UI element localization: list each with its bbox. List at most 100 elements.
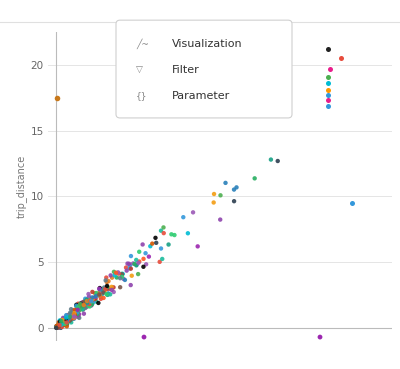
Point xyxy=(57,322,64,328)
Point xyxy=(120,276,127,282)
Point xyxy=(136,249,142,255)
Text: Scatter 1: Scatter 1 xyxy=(122,6,170,16)
Point xyxy=(67,318,73,324)
Point xyxy=(231,187,237,193)
Point xyxy=(84,299,90,305)
Point xyxy=(74,308,81,314)
Point xyxy=(62,318,68,324)
Point xyxy=(76,307,83,313)
Point xyxy=(159,256,166,262)
Point xyxy=(85,296,91,302)
Point xyxy=(97,287,103,293)
Point xyxy=(90,297,97,303)
Point xyxy=(76,315,82,321)
Point xyxy=(72,314,78,320)
Point xyxy=(211,191,217,197)
Point xyxy=(102,288,108,294)
Point xyxy=(325,87,331,93)
Point xyxy=(67,310,73,315)
Point xyxy=(126,266,133,272)
Point xyxy=(153,240,160,246)
Point xyxy=(54,325,60,331)
Point xyxy=(54,325,60,331)
Point xyxy=(325,46,331,52)
Point xyxy=(85,302,91,308)
Point xyxy=(72,310,79,316)
Point xyxy=(81,299,87,305)
Point xyxy=(326,66,333,72)
Point xyxy=(54,325,60,331)
Point xyxy=(71,315,77,321)
Point xyxy=(83,303,90,309)
Point xyxy=(62,316,69,322)
Point xyxy=(56,323,63,329)
Point xyxy=(75,308,81,314)
Point xyxy=(55,325,61,331)
Point xyxy=(88,303,94,308)
Point xyxy=(76,311,82,317)
Point xyxy=(67,312,74,318)
Point xyxy=(54,323,60,329)
Point xyxy=(104,279,110,285)
Point xyxy=(325,103,331,108)
Point xyxy=(67,311,74,317)
Point xyxy=(63,312,70,318)
Point xyxy=(85,295,92,301)
Point xyxy=(67,314,74,320)
Point xyxy=(105,290,112,296)
Point xyxy=(60,322,67,328)
Point xyxy=(70,314,77,320)
Point xyxy=(130,261,136,266)
Point xyxy=(58,325,64,331)
Point xyxy=(92,294,98,300)
Point xyxy=(128,282,134,288)
Point xyxy=(68,315,74,321)
Point xyxy=(180,214,186,220)
Point xyxy=(96,285,103,291)
Point xyxy=(80,302,87,308)
Point xyxy=(57,322,63,328)
Point xyxy=(63,313,70,319)
Point xyxy=(210,200,217,206)
Point xyxy=(108,287,115,293)
Point xyxy=(185,230,191,236)
Point xyxy=(116,271,122,277)
Point xyxy=(124,268,130,273)
Point xyxy=(71,316,77,322)
Point xyxy=(122,277,128,283)
Point xyxy=(70,311,77,317)
Point xyxy=(53,324,60,330)
Point xyxy=(57,319,63,325)
Point xyxy=(59,317,66,323)
Point xyxy=(72,309,79,315)
Point xyxy=(78,301,84,307)
Point xyxy=(78,304,85,310)
Point xyxy=(95,300,102,306)
Point xyxy=(133,257,140,263)
Point xyxy=(60,318,66,324)
Text: +: + xyxy=(202,4,213,17)
Point xyxy=(168,231,175,237)
Point xyxy=(53,324,59,330)
Point xyxy=(194,244,201,249)
Point xyxy=(55,322,61,328)
Point xyxy=(56,320,62,325)
Point xyxy=(117,275,123,281)
Point xyxy=(104,284,111,290)
Point xyxy=(58,322,65,328)
Point xyxy=(217,192,224,198)
Point xyxy=(54,323,61,329)
Point xyxy=(68,306,74,312)
Point xyxy=(55,324,62,330)
Point xyxy=(70,311,77,317)
Point xyxy=(64,317,70,323)
Point xyxy=(58,319,65,325)
Point xyxy=(113,270,119,276)
Point xyxy=(63,317,70,323)
Point xyxy=(62,316,68,322)
Point xyxy=(79,306,86,312)
Point xyxy=(140,264,147,270)
Text: v: v xyxy=(66,7,70,15)
Point xyxy=(57,318,63,324)
Point xyxy=(72,307,78,313)
